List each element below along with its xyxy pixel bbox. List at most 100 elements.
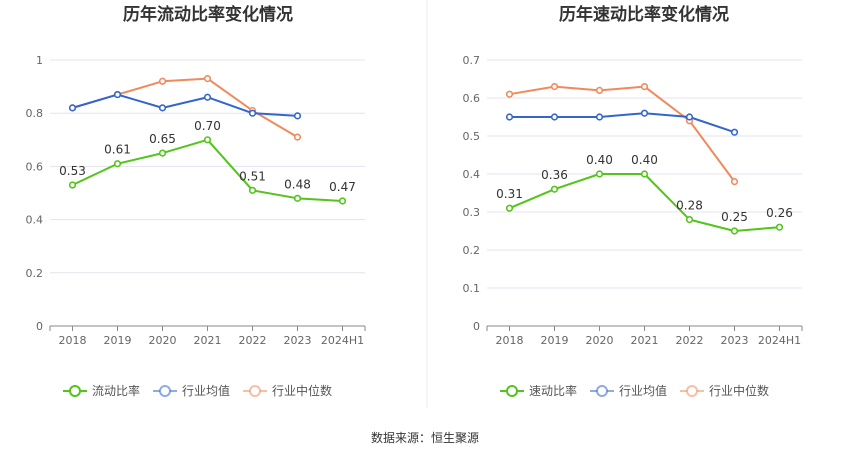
data-point-industry_median [203,75,212,83]
data-point-industry_avg [685,113,694,121]
data-label: 0.26 [766,206,793,220]
legend-label: 速动比率 [529,383,577,398]
legend-label: 行业均值 [619,383,667,398]
x-tick-label: 2020 [149,334,177,347]
series-line-industry_median [509,85,736,183]
data-point-industry_median [293,133,302,141]
legend-label: 行业中位数 [272,383,332,398]
data-label: 0.40 [586,153,613,167]
data-point-industry_avg [203,93,212,101]
data-point-company [338,197,347,205]
y-tick-label: 0.3 [463,206,481,219]
x-tick-label: 2024H1 [321,334,364,347]
data-point-industry_avg [113,90,122,99]
legend-item-company: 流动比率 [63,383,140,398]
y-tick-label: 0.2 [26,267,44,280]
legend-item-industry_median: 行业中位数 [680,383,769,398]
data-point-company [640,170,649,178]
data-point-company [68,181,77,189]
y-tick-label: 0.5 [463,130,481,143]
data-point-industry_avg [550,113,559,121]
legend-item-industry_avg: 行业均值 [153,383,230,398]
chart-panel-1: 历年流动比率变化情况 0 0.2 0.4 0.6 0.8 1 2018 2019 2020 2021… [26,4,366,398]
data-label: 0.36 [541,168,568,182]
data-point-industry_median [730,178,739,186]
series-line-industry_avg [72,93,298,117]
data-point-industry_avg [293,112,302,120]
y-tick-label: 0.8 [26,107,44,120]
x-tick-label: 2022 [676,334,704,347]
x-tick-label: 2023 [284,334,312,347]
chart-title: 历年速动比率变化情况 [559,4,729,25]
legend-label: 行业中位数 [709,383,769,398]
legend-marker [69,385,81,397]
legend-item-industry_avg: 行业均值 [590,383,667,398]
data-point-industry_median [158,77,167,85]
data-label: 0.28 [676,199,703,213]
data-point-industry_avg [248,109,257,117]
x-tick-label: 2024H1 [758,334,801,347]
data-point-industry_median [550,82,559,91]
data-label: 0.65 [149,132,176,146]
data-point-company [550,185,559,193]
legend-marker [159,385,171,397]
y-tick-label: 0.6 [26,160,44,173]
data-point-industry_median [505,90,514,98]
legend-marker [249,385,261,397]
source-note: 数据来源：恒生聚源 [371,430,479,445]
x-tick-label: 2021 [194,334,222,347]
data-point-industry_avg [505,113,514,121]
data-point-industry_avg [158,104,167,112]
y-tick-label: 0.2 [463,244,481,257]
data-label: 0.61 [104,143,131,157]
legend-item-industry_median: 行业中位数 [243,383,332,398]
data-point-industry_avg [68,104,77,112]
chart-title: 历年流动比率变化情况 [123,4,293,25]
y-tick-label: 0.4 [463,168,481,181]
data-label: 0.48 [284,177,311,191]
x-tick-label: 2020 [586,334,614,347]
y-tick-label: 0 [36,320,43,333]
series-line-industry_avg [509,112,735,134]
data-label: 0.31 [496,187,523,201]
y-tick-label: 0.4 [26,214,44,227]
x-tick-label: 2018 [496,334,524,347]
data-point-company [595,170,604,178]
y-tick-label: 0.1 [463,282,481,295]
legend-marker [506,385,518,397]
legend-label: 流动比率 [92,383,140,398]
legend-marker [596,385,608,397]
legend-item-company: 速动比率 [500,383,577,398]
data-point-company [505,204,514,212]
data-label: 0.47 [329,180,356,194]
data-label: 0.51 [239,169,266,183]
x-tick-label: 2019 [541,334,569,347]
series-line-industry_median [72,77,299,139]
legend-label: 行业均值 [182,383,230,398]
data-label: 0.53 [59,164,86,178]
legend-marker [686,385,698,397]
y-tick-label: 0 [473,320,480,333]
data-point-industry_median [640,82,649,91]
data-label: 0.40 [631,153,658,167]
x-tick-label: 2019 [104,334,132,347]
x-tick-label: 2023 [721,334,749,347]
y-tick-label: 0.7 [463,54,481,67]
data-label: 0.70 [194,119,221,133]
data-point-industry_avg [640,109,649,117]
x-tick-label: 2021 [631,334,659,347]
data-point-company [293,194,302,202]
x-tick-label: 2022 [239,334,267,347]
data-point-company [203,136,212,144]
data-label: 0.25 [721,210,748,224]
chart-panel-2: 历年速动比率变化情况 0 0.1 0.2 0.3 0.4 0.5 0.6 0.7 2018 2019… [463,4,803,398]
data-point-company [775,223,784,231]
data-point-company [158,149,167,157]
data-point-company [685,216,694,224]
y-tick-label: 1 [36,54,43,67]
data-point-company [113,160,122,168]
data-point-industry_median [595,86,604,94]
data-point-industry_avg [595,113,604,121]
